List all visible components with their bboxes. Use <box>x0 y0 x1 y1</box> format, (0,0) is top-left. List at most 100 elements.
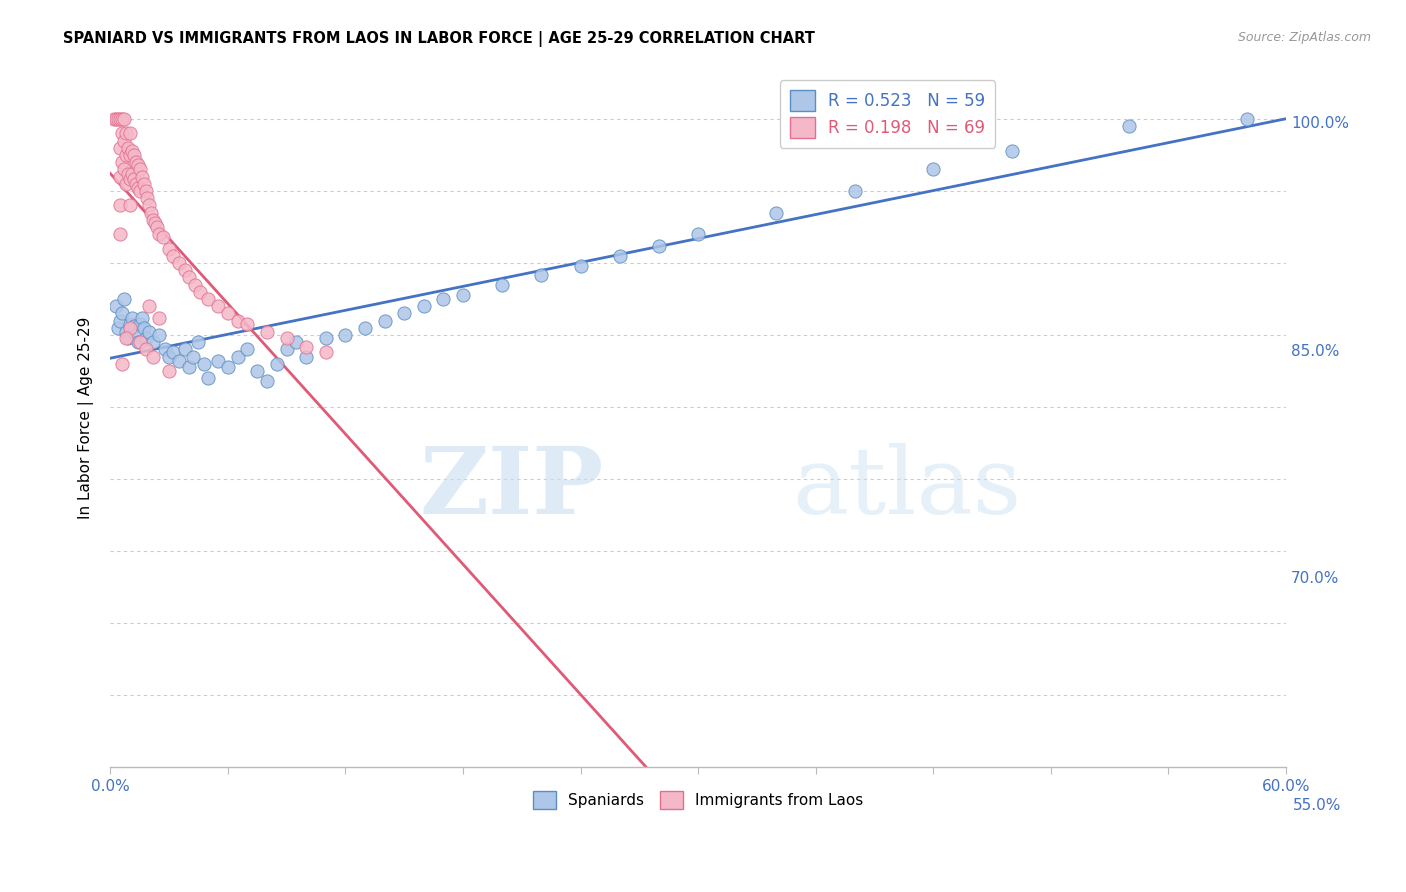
Point <box>197 292 219 306</box>
Point <box>142 350 165 364</box>
Point <box>609 249 631 263</box>
Point <box>1236 112 1258 126</box>
Point <box>103 112 125 126</box>
Point <box>117 167 139 181</box>
Point <box>118 172 141 186</box>
Point <box>148 328 170 343</box>
Point <box>412 299 434 313</box>
Point <box>122 148 145 162</box>
Point <box>127 158 149 172</box>
Point <box>117 141 139 155</box>
Point <box>118 198 141 212</box>
Point <box>115 331 138 345</box>
Point <box>127 335 149 350</box>
Point <box>142 335 165 350</box>
Point <box>127 181 149 195</box>
Point <box>108 141 131 155</box>
Point <box>112 162 135 177</box>
Point <box>108 112 131 126</box>
Point <box>1118 119 1140 133</box>
Point <box>217 306 239 320</box>
Point <box>162 249 184 263</box>
Point <box>118 321 141 335</box>
Point <box>765 205 787 219</box>
Point <box>122 319 145 334</box>
Text: 55.0%: 55.0% <box>1294 797 1341 813</box>
Point <box>226 313 249 327</box>
Point <box>569 259 592 273</box>
Point <box>132 321 155 335</box>
Point <box>121 167 143 181</box>
Point <box>844 184 866 198</box>
Point <box>276 343 298 357</box>
Point <box>125 328 148 343</box>
Point <box>276 331 298 345</box>
Point <box>157 350 180 364</box>
Point <box>111 155 134 169</box>
Point <box>118 148 141 162</box>
Point <box>148 310 170 325</box>
Point <box>136 191 159 205</box>
Point <box>138 299 160 313</box>
Point <box>131 169 153 184</box>
Y-axis label: In Labor Force | Age 25-29: In Labor Force | Age 25-29 <box>79 317 94 519</box>
Point <box>181 350 204 364</box>
Point <box>217 359 239 374</box>
Point <box>295 350 318 364</box>
Point <box>105 112 128 126</box>
Point <box>112 134 135 148</box>
Point <box>107 112 129 126</box>
Point <box>153 343 176 357</box>
Point <box>118 126 141 140</box>
Point <box>128 317 150 331</box>
Point <box>157 242 180 256</box>
Point <box>374 313 396 327</box>
Point <box>256 374 278 388</box>
Point <box>335 328 357 343</box>
Point <box>143 216 166 230</box>
Point <box>173 263 195 277</box>
Point <box>183 277 205 292</box>
Point <box>111 357 134 371</box>
Point <box>648 238 671 252</box>
Text: Source: ZipAtlas.com: Source: ZipAtlas.com <box>1237 31 1371 45</box>
Point <box>236 317 259 331</box>
Point <box>111 126 134 140</box>
Point <box>207 354 229 368</box>
Point <box>128 162 150 177</box>
Point <box>167 354 190 368</box>
Point <box>491 277 513 292</box>
Point <box>688 227 710 242</box>
Point <box>167 256 190 270</box>
Point <box>315 345 337 359</box>
Point <box>112 112 135 126</box>
Point <box>207 299 229 313</box>
Point <box>146 219 169 234</box>
Text: atlas: atlas <box>792 442 1021 533</box>
Point <box>108 169 131 184</box>
Point <box>315 331 337 345</box>
Point <box>111 112 134 126</box>
Point <box>105 299 128 313</box>
Point <box>266 357 288 371</box>
Point <box>128 335 150 350</box>
Point <box>134 343 156 357</box>
Point <box>295 340 318 354</box>
Point <box>112 292 135 306</box>
Point <box>162 345 184 359</box>
Point <box>187 335 209 350</box>
Point <box>108 198 131 212</box>
Point <box>128 184 150 198</box>
Point <box>134 184 156 198</box>
Point <box>157 364 180 378</box>
Point <box>148 227 170 242</box>
Point <box>125 155 148 169</box>
Point <box>246 364 269 378</box>
Point <box>111 306 134 320</box>
Point <box>115 126 138 140</box>
Point <box>115 325 138 339</box>
Point <box>108 313 131 327</box>
Point <box>173 343 195 357</box>
Point <box>108 227 131 242</box>
Point <box>193 357 215 371</box>
